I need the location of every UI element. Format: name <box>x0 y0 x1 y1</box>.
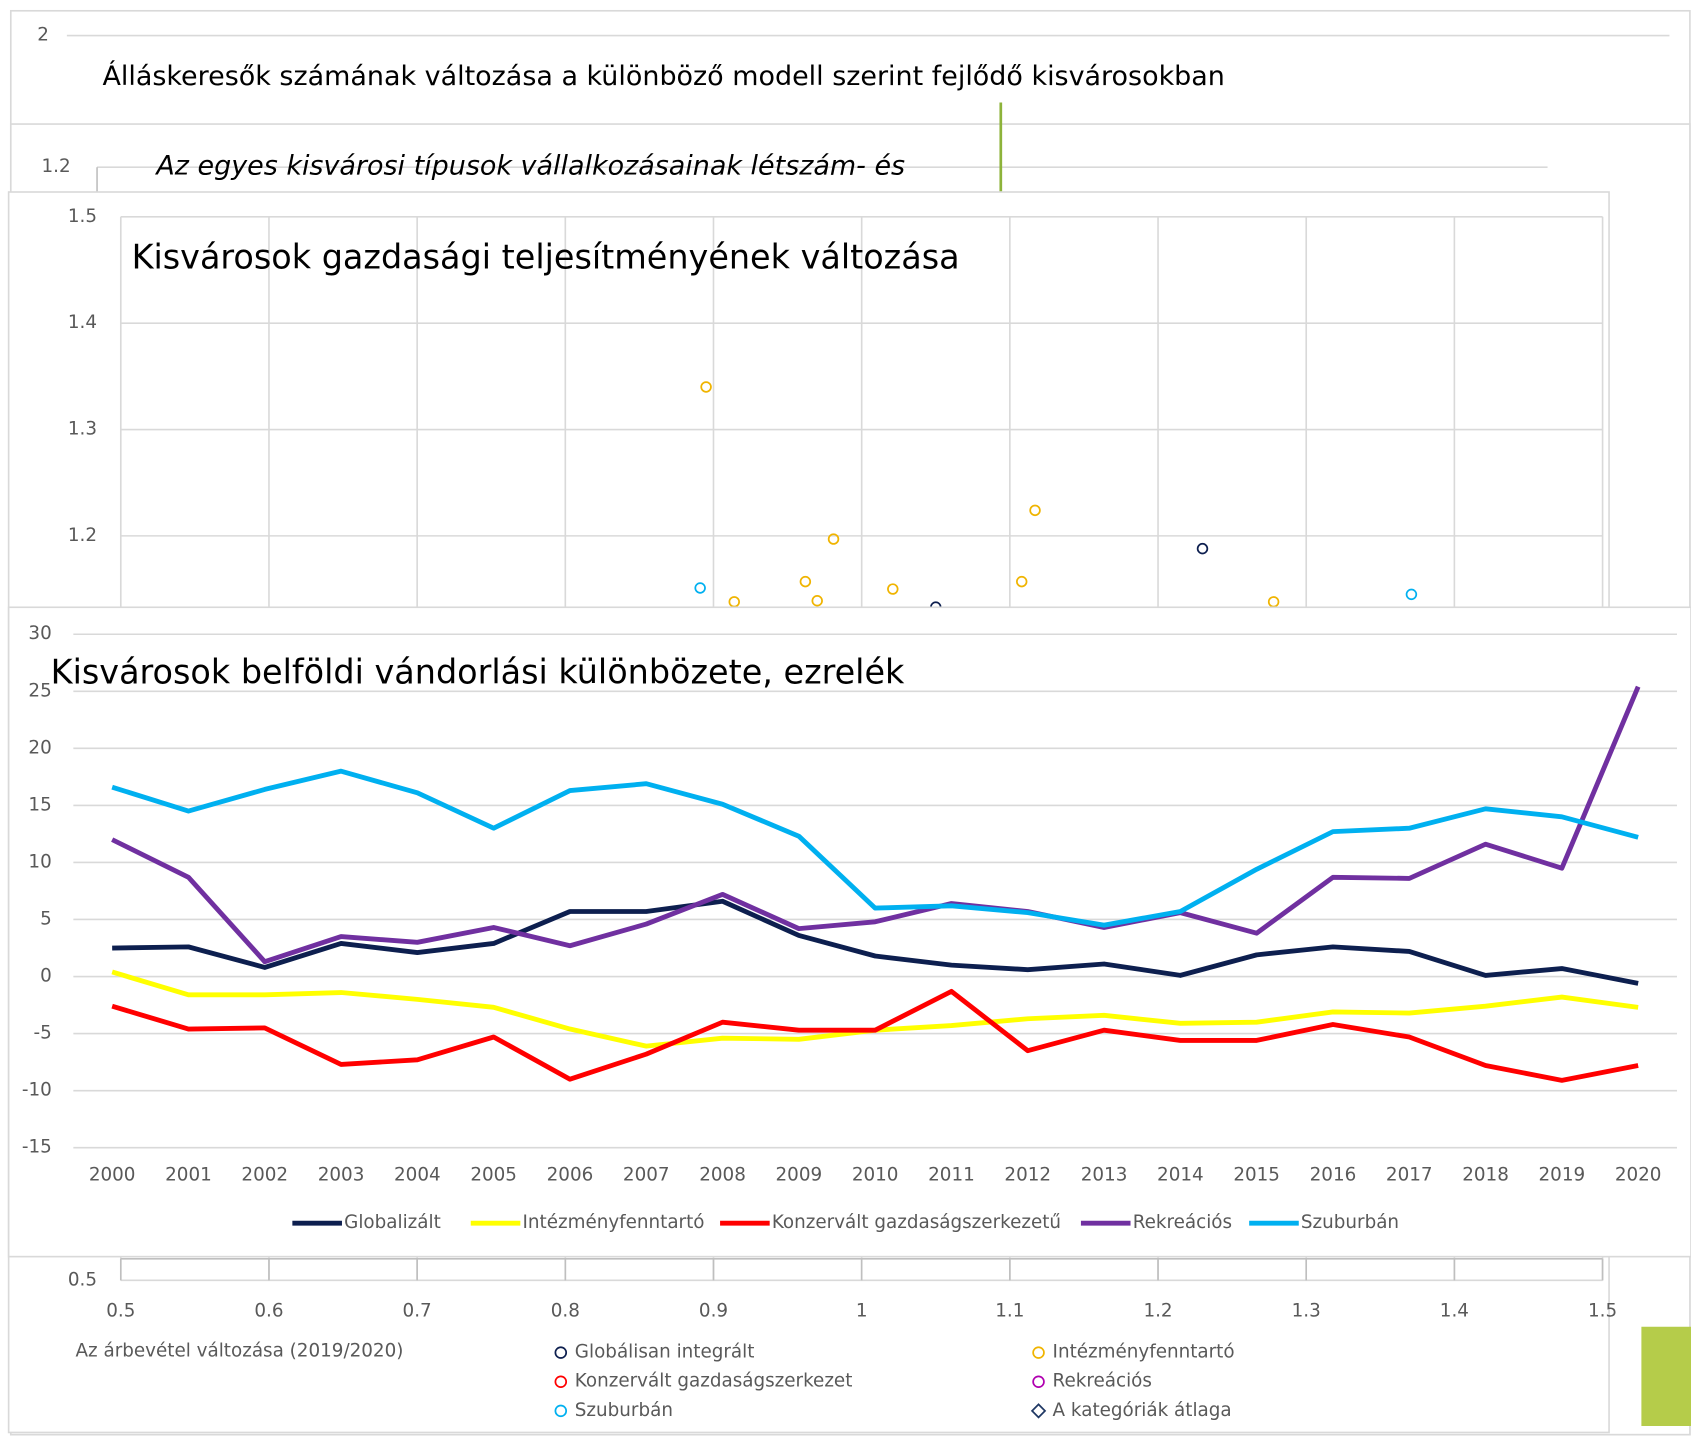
y-tick-label: 1.3 <box>68 419 97 440</box>
legend-label: Szuburbán <box>575 1400 673 1421</box>
chart-title: Az egyes kisvárosi típusok vállalkozásai… <box>154 151 905 182</box>
x-tick-label: 1 <box>856 1301 868 1322</box>
x-tick-label: 2012 <box>1004 1165 1051 1186</box>
scatter-point <box>1029 504 1041 517</box>
x-tick-label: 0.9 <box>699 1301 728 1322</box>
legend-marker <box>554 1404 568 1418</box>
logo <box>1641 1326 1691 1426</box>
scatter-point <box>1196 542 1209 555</box>
y-tick-label: -5 <box>33 1023 51 1044</box>
y-tick-label: 2 <box>37 25 49 46</box>
chart-title: Kisvárosok gazdasági teljesítményének vá… <box>132 237 960 276</box>
x-tick-label: 2013 <box>1081 1165 1128 1186</box>
legend-label: Rekreációs <box>1133 1212 1232 1233</box>
y-tick-label: -10 <box>22 1080 52 1101</box>
y-tick-label: 30 <box>28 623 51 644</box>
x-axis-label: Az árbevétel változása (2019/2020) <box>75 1341 403 1362</box>
y-tick-label: 25 <box>28 680 51 701</box>
x-tick-label: 2003 <box>318 1165 365 1186</box>
x-tick-label: 2017 <box>1386 1165 1433 1186</box>
x-tick-label: 0.6 <box>254 1301 283 1322</box>
x-tick-label: 2010 <box>852 1165 899 1186</box>
legend-label: Intézményfenntartó <box>1053 1342 1235 1363</box>
legend-label: Intézményfenntartó <box>523 1212 705 1233</box>
x-tick-label: 0.5 <box>106 1301 135 1322</box>
chart-title: Álláskeresők számának változása a különb… <box>102 60 1224 92</box>
legend-label: Konzervált gazdaságszerkezetű <box>772 1212 1061 1233</box>
chart-panel: -15 -10 -5 0 5 10 15 20 25 30 2000 2001 2002 2003 2004… <box>7 606 1691 1258</box>
scatter-point <box>799 575 812 588</box>
x-tick-label: 1.3 <box>1292 1301 1321 1322</box>
x-tick-label: 2004 <box>394 1165 441 1186</box>
x-tick-label: 0.8 <box>551 1301 580 1322</box>
x-tick-label: 2001 <box>165 1165 212 1186</box>
legend-label: Rekreációs <box>1053 1371 1152 1392</box>
y-tick-label: 1.2 <box>42 156 71 177</box>
y-tick-label: 15 <box>28 794 51 815</box>
x-tick-label: 2016 <box>1310 1165 1357 1186</box>
y-tick-label: -15 <box>22 1137 52 1158</box>
y-tick-label: 1.2 <box>68 525 97 546</box>
legend-label: A kategóriák átlaga <box>1053 1400 1232 1421</box>
y-tick-label: 5 <box>40 908 52 929</box>
x-tick-label: 1.2 <box>1143 1301 1172 1322</box>
series-line <box>111 768 1639 928</box>
legend-marker <box>1030 1403 1047 1419</box>
x-tick-label: 2005 <box>470 1165 517 1186</box>
legend-marker <box>1032 1375 1045 1389</box>
legend-marker <box>1032 1346 1045 1359</box>
y-tick-label: 0.5 <box>68 1269 97 1290</box>
y-tick-label: 10 <box>28 851 51 872</box>
x-tick-label: 2002 <box>241 1165 288 1186</box>
x-tick-label: 2009 <box>776 1165 823 1186</box>
scatter-point <box>700 381 712 393</box>
legend-marker <box>554 1346 568 1359</box>
y-tick-label: 1.4 <box>68 312 97 333</box>
x-tick-label: 2015 <box>1233 1165 1280 1186</box>
panel-frame <box>7 606 1691 1258</box>
legend-label: Szuburbán <box>1301 1212 1399 1233</box>
series-line <box>112 898 1639 986</box>
legend-label: Globálisan integrált <box>575 1342 755 1363</box>
x-tick-label: 2008 <box>699 1165 746 1186</box>
x-tick-label: 0.7 <box>403 1301 432 1322</box>
x-tick-label: 1.5 <box>1588 1301 1617 1322</box>
legend-label: Globalizált <box>344 1212 441 1233</box>
x-tick-label: 2007 <box>623 1165 670 1186</box>
scatter-point <box>827 533 840 545</box>
y-tick-label: 1.5 <box>68 206 97 227</box>
x-tick-label: 2000 <box>89 1165 136 1186</box>
scatter-point <box>1015 575 1028 588</box>
legend-label: Konzervált gazdaságszerkezet <box>575 1371 853 1392</box>
x-tick-label: 2020 <box>1615 1165 1662 1186</box>
legend-marker <box>554 1375 568 1389</box>
x-tick-label: 2011 <box>928 1165 975 1186</box>
x-tick-label: 2006 <box>547 1165 594 1186</box>
x-tick-label: 2018 <box>1462 1165 1509 1186</box>
x-tick-label: 2019 <box>1539 1165 1586 1186</box>
series-line <box>111 685 1641 965</box>
scatter-point <box>811 595 823 607</box>
x-tick-label: 1.4 <box>1440 1301 1469 1322</box>
series-line <box>111 988 1639 1083</box>
chart-title: Kisvárosok belföldi vándorlási különböze… <box>51 653 905 692</box>
y-tick-label: 20 <box>28 737 51 758</box>
x-tick-label: 2014 <box>1157 1165 1204 1186</box>
scatter-point <box>1405 588 1418 601</box>
scatter-point <box>887 583 899 595</box>
scatter-point <box>694 582 706 594</box>
x-tick-label: 1.1 <box>995 1301 1024 1322</box>
y-tick-label: 0 <box>40 966 52 987</box>
